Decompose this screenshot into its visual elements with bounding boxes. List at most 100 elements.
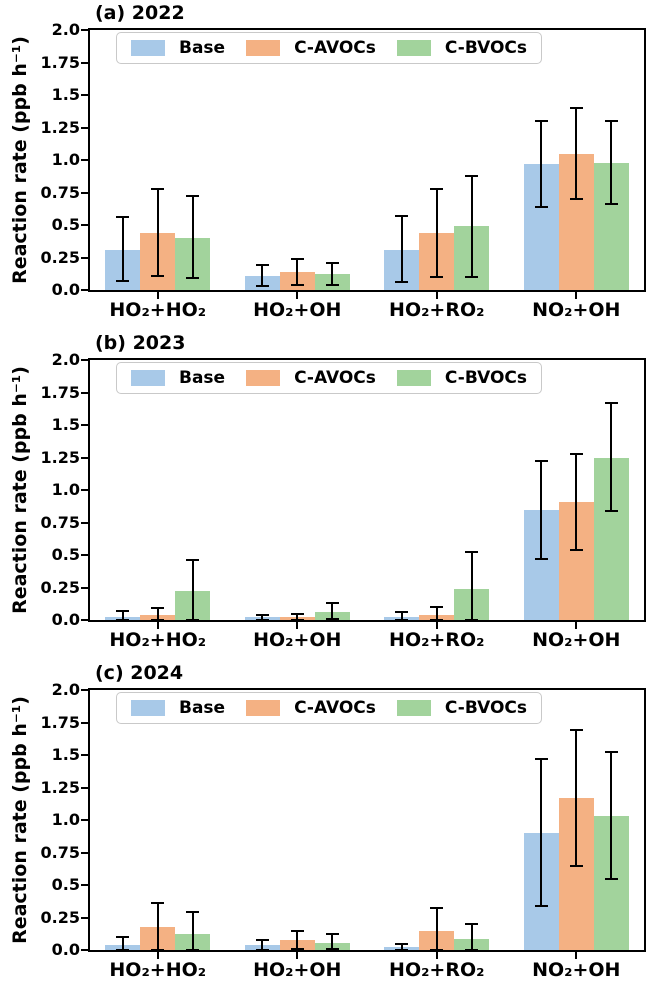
error-bar-cap-top bbox=[186, 195, 200, 198]
x-category-label: HO₂+RO₂ bbox=[389, 629, 485, 651]
error-bar-line bbox=[296, 930, 299, 949]
y-tick-label: 0.5 bbox=[51, 215, 80, 234]
error-bar-cap-top bbox=[255, 264, 269, 267]
y-tick bbox=[81, 721, 88, 724]
error-bar-line bbox=[435, 607, 438, 620]
y-tick bbox=[81, 424, 88, 426]
error-bar-cap-bottom bbox=[395, 949, 409, 951]
legend-entry-base: Base bbox=[131, 698, 225, 718]
error-bar-cap-top bbox=[290, 929, 304, 932]
x-tick bbox=[156, 622, 159, 629]
error-bar-cap-top bbox=[430, 187, 444, 190]
x-tick bbox=[156, 292, 159, 299]
error-bar-cap-top bbox=[151, 902, 165, 905]
y-tick-label: 0.75 bbox=[40, 512, 80, 532]
error-bar-cap-bottom bbox=[325, 947, 339, 950]
error-bar-cap-bottom bbox=[534, 205, 548, 208]
legend-label: C-BVOCs bbox=[444, 698, 527, 718]
x-category-label: NO₂+OH bbox=[532, 959, 621, 981]
y-tick-label: 2.0 bbox=[51, 680, 80, 699]
error-bar-cap-bottom bbox=[186, 619, 200, 621]
y-tick bbox=[81, 619, 88, 621]
legend-entry-c-bvocs: C-BVOCs bbox=[396, 368, 527, 388]
error-bar-cap-top bbox=[151, 187, 165, 190]
error-bar-line bbox=[400, 943, 403, 950]
x-tick bbox=[435, 622, 438, 629]
y-tick-label: 0.5 bbox=[51, 875, 80, 894]
y-tick-label: 1.0 bbox=[51, 810, 80, 829]
error-bar-cap-bottom bbox=[604, 877, 618, 880]
y-tick bbox=[81, 391, 88, 394]
x-category-label: HO₂+HO₂ bbox=[109, 629, 207, 651]
error-bar-cap-top bbox=[186, 559, 200, 562]
legend-swatch bbox=[131, 370, 165, 386]
error-bar-cap-top bbox=[395, 214, 409, 217]
plot-area: Base C-AVOCs C-BVOCs bbox=[88, 358, 646, 622]
y-tick bbox=[81, 289, 88, 291]
error-bar-line bbox=[261, 614, 264, 620]
error-bar-cap-bottom bbox=[395, 281, 409, 284]
legend-label: C-BVOCs bbox=[444, 38, 527, 58]
legend-swatch bbox=[246, 370, 281, 386]
error-bar-line bbox=[191, 912, 194, 950]
y-tick bbox=[81, 554, 88, 556]
error-bar-line bbox=[121, 217, 124, 281]
y-tick-label: 0.5 bbox=[51, 545, 80, 564]
legend: Base C-AVOCs C-BVOCs bbox=[116, 692, 542, 724]
y-tick-label: 1.5 bbox=[51, 415, 80, 434]
y-tick-label: 1.5 bbox=[51, 85, 80, 104]
error-bar-cap-bottom bbox=[186, 949, 200, 951]
error-bar-cap-bottom bbox=[430, 619, 444, 621]
error-bar-cap-bottom bbox=[255, 949, 269, 951]
panel-title: (b) 2023 bbox=[95, 332, 186, 354]
error-bar-cap-top bbox=[604, 751, 618, 754]
y-tick bbox=[81, 851, 88, 854]
legend-label: C-BVOCs bbox=[444, 368, 527, 388]
x-tick bbox=[296, 952, 299, 959]
panel-title: (a) 2022 bbox=[95, 2, 185, 24]
legend-swatch bbox=[246, 700, 281, 716]
x-category-label: NO₂+OH bbox=[532, 629, 621, 651]
error-bar-cap-bottom bbox=[569, 548, 583, 551]
error-bar-line bbox=[156, 903, 159, 950]
y-tick bbox=[81, 586, 88, 589]
error-bar-cap-bottom bbox=[604, 203, 618, 206]
error-bar-line bbox=[470, 175, 473, 277]
y-tick bbox=[81, 94, 88, 96]
y-tick bbox=[81, 489, 88, 491]
x-category-label: HO₂+RO₂ bbox=[389, 299, 485, 321]
error-bar-cap-top bbox=[534, 460, 548, 463]
error-bar-cap-bottom bbox=[430, 276, 444, 278]
error-bar-line bbox=[331, 262, 334, 285]
x-category-label: HO₂+RO₂ bbox=[389, 959, 485, 981]
error-bar-cap-bottom bbox=[465, 276, 479, 278]
legend: Base C-AVOCs C-BVOCs bbox=[116, 32, 542, 64]
legend-label: Base bbox=[179, 698, 226, 718]
error-bar-line bbox=[610, 752, 613, 879]
error-bar-cap-top bbox=[325, 933, 339, 936]
legend-entry-c-avocs: C-AVOCs bbox=[246, 38, 376, 58]
y-tick-label: 2.0 bbox=[51, 350, 80, 369]
legend-swatch bbox=[131, 700, 165, 716]
y-tick bbox=[81, 819, 88, 821]
error-bar-cap-top bbox=[534, 757, 548, 760]
error-bar-cap-top bbox=[465, 174, 479, 177]
panel-title: (c) 2024 bbox=[95, 662, 184, 684]
error-bar-line bbox=[470, 924, 473, 950]
y-tick bbox=[81, 224, 88, 226]
y-tick-label: 1.0 bbox=[51, 150, 80, 169]
error-bar-line bbox=[156, 188, 159, 276]
error-bar-line bbox=[435, 188, 438, 277]
error-bar-cap-bottom bbox=[290, 283, 304, 286]
error-bar-cap-bottom bbox=[395, 619, 409, 621]
error-bar-line bbox=[470, 552, 473, 620]
error-bar-line bbox=[400, 612, 403, 620]
legend-label: Base bbox=[179, 38, 226, 58]
error-bar-cap-bottom bbox=[290, 619, 304, 621]
y-tick bbox=[81, 159, 88, 161]
error-bar-cap-top bbox=[151, 607, 165, 610]
y-tick bbox=[81, 61, 88, 64]
legend-entry-base: Base bbox=[131, 368, 225, 388]
legend-swatch bbox=[396, 370, 431, 386]
legend-entry-base: Base bbox=[131, 38, 225, 58]
